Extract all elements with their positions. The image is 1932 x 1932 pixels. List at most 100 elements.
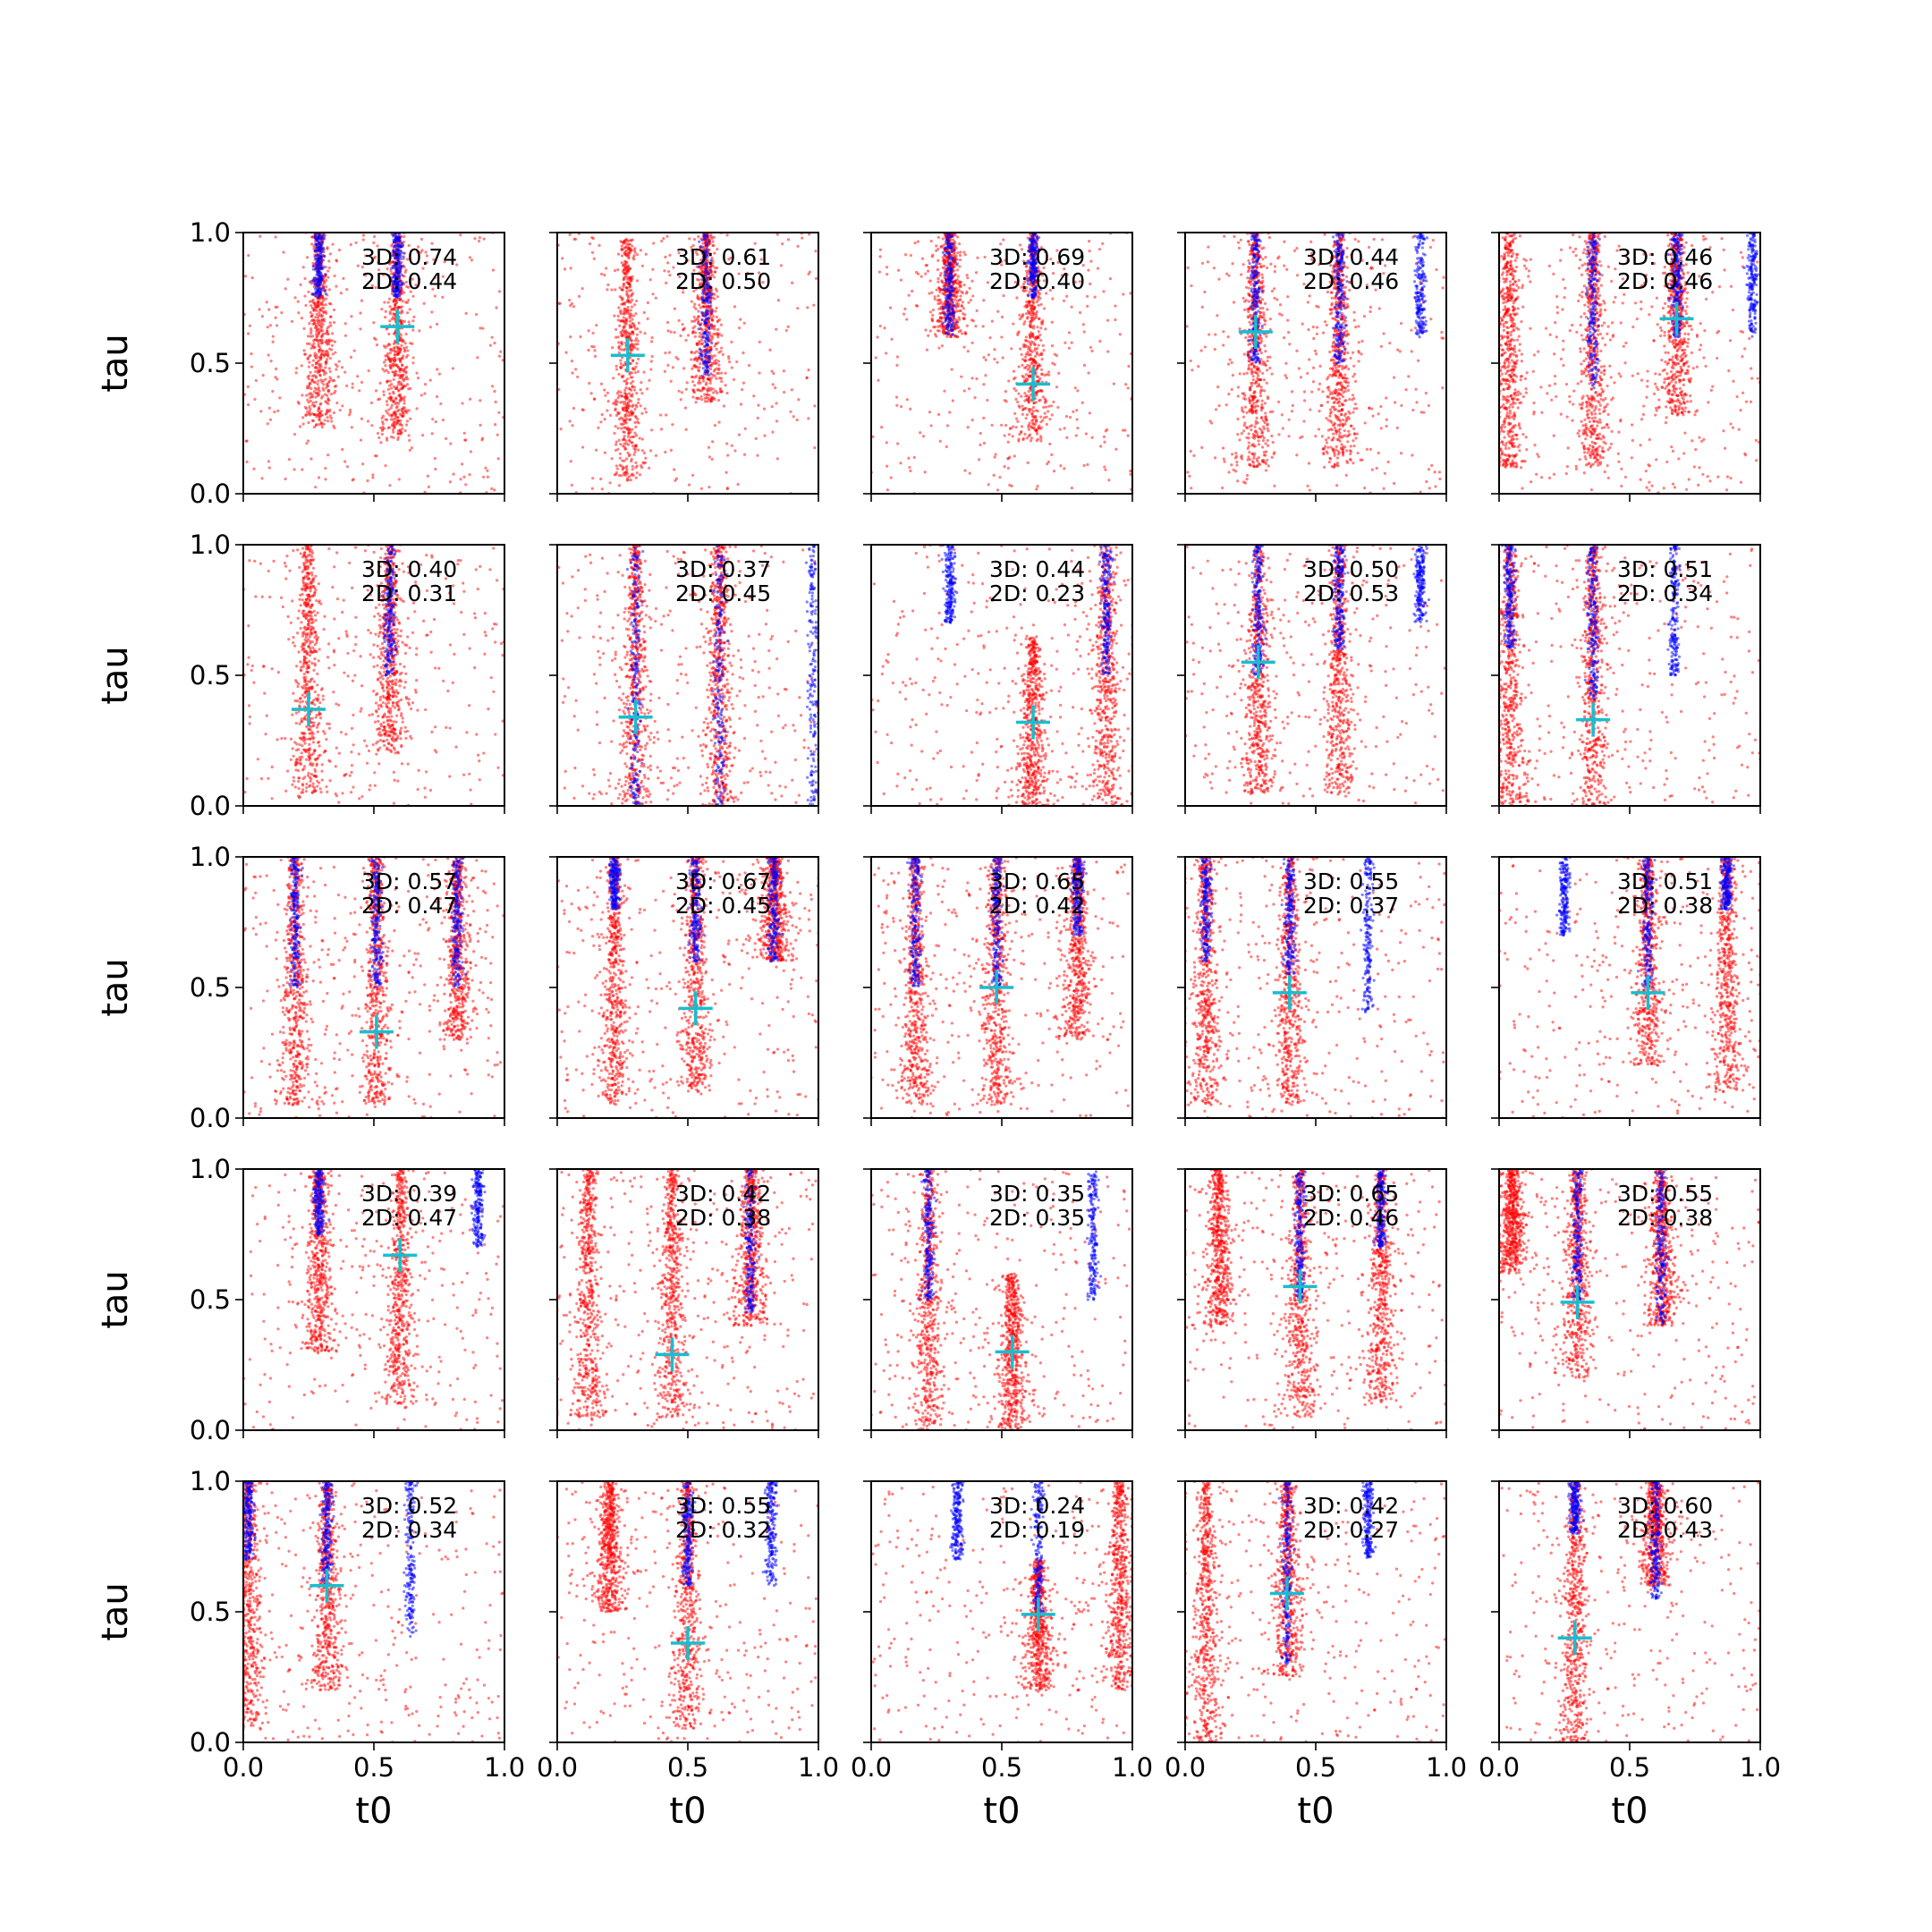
red-point — [807, 272, 810, 276]
red-point — [404, 332, 408, 336]
red-point — [1036, 432, 1039, 436]
red-point — [691, 319, 694, 323]
red-point — [627, 432, 631, 436]
red-point — [571, 424, 574, 428]
red-point — [1004, 258, 1007, 262]
red-point — [286, 277, 290, 281]
red-point — [569, 267, 572, 270]
red-point — [763, 434, 767, 437]
blue-point — [394, 278, 397, 282]
red-point — [913, 242, 917, 245]
red-point — [326, 275, 330, 279]
red-point — [499, 350, 503, 353]
blue-point — [399, 285, 402, 289]
red-point — [476, 356, 479, 360]
red-point — [1018, 243, 1022, 247]
red-point — [324, 340, 327, 343]
red-point — [1106, 318, 1110, 322]
red-point — [396, 415, 400, 419]
red-point — [965, 324, 969, 327]
red-point — [963, 469, 967, 472]
red-point — [979, 431, 982, 436]
red-point — [877, 378, 880, 382]
y-tick-label: 0.5 — [190, 348, 231, 378]
red-point — [372, 257, 376, 260]
red-point — [1063, 427, 1066, 430]
red-point — [258, 308, 261, 311]
red-point — [1037, 364, 1040, 368]
red-point — [1049, 258, 1053, 261]
red-point — [636, 369, 640, 374]
red-point — [629, 479, 632, 482]
red-point — [497, 354, 502, 358]
red-point — [593, 354, 597, 358]
red-point — [630, 298, 634, 301]
red-point — [408, 308, 411, 311]
red-point — [329, 315, 333, 318]
red-point — [699, 327, 703, 331]
red-point — [384, 316, 387, 319]
red-point — [754, 436, 758, 440]
red-point — [310, 378, 314, 382]
red-point — [391, 428, 395, 432]
red-point — [684, 428, 688, 431]
blue-point — [397, 288, 401, 292]
red-point — [931, 313, 935, 318]
red-point — [614, 472, 618, 477]
red-point — [1045, 373, 1048, 377]
red-point — [374, 285, 377, 290]
red-point — [939, 288, 943, 292]
red-point — [306, 439, 310, 443]
red-point — [669, 448, 674, 452]
red-point — [664, 351, 667, 355]
red-point — [712, 243, 716, 247]
red-point — [716, 335, 720, 339]
red-point — [708, 248, 711, 251]
red-point — [691, 380, 695, 384]
red-point — [708, 381, 712, 386]
red-point — [408, 438, 411, 442]
red-point — [692, 305, 696, 309]
red-point — [958, 265, 962, 268]
red-point — [335, 284, 338, 288]
blue-point — [700, 278, 704, 282]
blue-point — [709, 258, 713, 262]
red-point — [625, 404, 629, 409]
red-point — [326, 416, 329, 419]
red-point — [929, 240, 933, 243]
red-point — [1041, 395, 1045, 399]
red-point — [317, 476, 321, 479]
red-point — [659, 428, 664, 431]
red-point — [403, 270, 407, 274]
red-point — [320, 306, 324, 310]
red-point — [681, 248, 684, 251]
red-point — [309, 310, 312, 314]
red-point — [686, 334, 691, 337]
red-point — [1022, 322, 1026, 326]
blue-point — [394, 287, 398, 291]
red-point — [364, 254, 368, 258]
red-point — [388, 392, 392, 395]
blue-point — [394, 261, 397, 265]
red-point — [304, 303, 308, 308]
red-point — [933, 295, 936, 299]
red-point — [651, 267, 655, 271]
red-point — [623, 267, 627, 270]
red-point — [916, 240, 919, 243]
red-point — [996, 488, 1000, 492]
red-point — [1012, 425, 1015, 428]
red-point — [1013, 386, 1016, 390]
red-point — [713, 344, 716, 348]
red-point — [327, 338, 332, 342]
red-point — [1000, 259, 1004, 264]
red-point — [961, 301, 964, 304]
red-point — [332, 308, 336, 312]
red-point — [713, 297, 716, 301]
blue-point — [397, 240, 401, 243]
red-point — [571, 371, 574, 375]
red-point — [397, 350, 401, 353]
red-point — [631, 472, 634, 476]
red-point — [782, 369, 785, 373]
red-point — [324, 350, 327, 353]
red-point — [699, 297, 702, 301]
